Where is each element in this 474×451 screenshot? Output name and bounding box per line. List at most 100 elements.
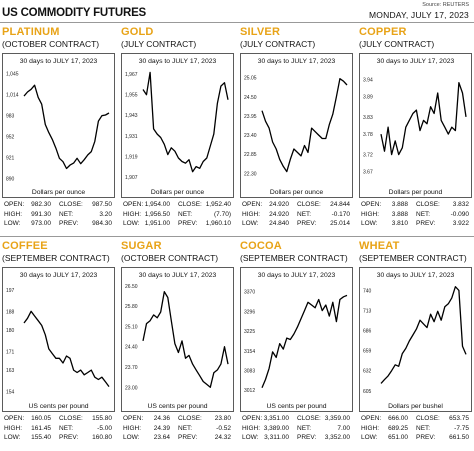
y-tick-label: 1,907 — [125, 175, 138, 181]
stat-value: 3.832 — [452, 201, 469, 208]
stat-label: NET: — [178, 424, 193, 432]
y-tick-label: 1,955 — [125, 93, 138, 99]
chart-svg: 30 days to JULY 17, 2023 Dollars per ounc… — [121, 53, 234, 198]
stat-value: 982.30 — [31, 201, 51, 208]
y-tick-label: 22.30 — [244, 171, 257, 177]
chart-frame — [359, 53, 472, 198]
stat-label: CLOSE: — [416, 415, 440, 422]
stats-row: HIGH: 1,956.50 NET: (7.70) — [121, 210, 234, 220]
stat-label: PREV: — [178, 434, 198, 442]
contract-label: (OCTOBER CONTRACT) — [2, 39, 100, 49]
chart-title: 30 days to JULY 17, 2023 — [20, 272, 98, 279]
chart-frame — [121, 267, 234, 412]
stat-label: HIGH: — [123, 424, 142, 432]
stat-value: 3.888 — [391, 210, 408, 218]
y-tick-label: 952 — [6, 135, 15, 141]
commodity-panel: SILVER (JULY CONTRACT) 30 days to JULY 17,… — [238, 23, 357, 237]
stats-row: OPEN: 1,954.00 CLOSE: 1,952.40 — [121, 200, 234, 210]
stats-row: LOW: 3,311.00 PREV: 3,352.00 — [240, 433, 353, 443]
stat-label: OPEN: — [361, 201, 382, 208]
stats-row: HIGH: 24.920 NET: -0.170 — [240, 210, 353, 220]
y-tick-label: 26.50 — [125, 284, 138, 290]
stat-value: 155.40 — [31, 434, 51, 442]
stat-label: LOW: — [123, 220, 140, 228]
stats-row: LOW: 651.00 PREV: 661.50 — [359, 433, 472, 443]
y-tick-label: 1,045 — [6, 72, 19, 78]
commodity-name: WHEAT — [359, 240, 400, 252]
stat-label: NET: — [297, 424, 312, 432]
stat-label: HIGH: — [4, 210, 23, 218]
commodity-name: GOLD — [121, 26, 154, 38]
stat-label: HIGH: — [123, 210, 142, 218]
stat-value: 160.80 — [92, 434, 112, 442]
stat-label: LOW: — [242, 220, 259, 228]
publication-date: MONDAY, JULY 17, 2023 — [369, 10, 469, 20]
stat-value: 689.25 — [388, 424, 408, 432]
price-stats: OPEN: 982.30 CLOSE: 987.50 HIGH: 991.30 NET: 3.… — [2, 200, 115, 229]
y-tick-label: 3154 — [244, 349, 255, 355]
stat-label: CLOSE: — [178, 201, 202, 208]
chart-title: 30 days to JULY 17, 2023 — [377, 58, 455, 65]
stat-value: 24.920 — [269, 210, 289, 218]
stat-label: OPEN: — [242, 201, 263, 208]
stat-label: HIGH: — [4, 424, 23, 432]
price-chart: 30 days to JULY 17, 2023 US cents per pou… — [121, 267, 234, 412]
stat-value: 24.920 — [269, 201, 289, 208]
commodity-panel: WHEAT (SEPTEMBER CONTRACT) 30 days to JULY… — [357, 237, 474, 451]
y-tick-label: 23.00 — [125, 385, 138, 391]
y-tick-label: 3.94 — [363, 77, 373, 83]
stat-value: -5.00 — [97, 424, 112, 432]
price-line — [261, 294, 348, 388]
stat-value: 1,956.50 — [144, 210, 170, 218]
stat-value: 3.888 — [391, 201, 408, 208]
price-chart: 30 days to JULY 17, 2023 US cents per pou… — [240, 267, 353, 412]
stat-label: CLOSE: — [297, 415, 321, 422]
y-tick-label: 25.10 — [125, 324, 138, 330]
stats-row: OPEN: 3,351.00 CLOSE: 3,359.00 — [240, 414, 353, 424]
y-tick-label: 3225 — [244, 329, 255, 335]
stats-row: HIGH: 161.45 NET: -5.00 — [2, 424, 115, 434]
y-tick-label: 1,931 — [125, 134, 138, 140]
price-chart: 30 days to JULY 17, 2023 US cents per pou… — [2, 267, 115, 412]
stat-value: -7.75 — [454, 424, 469, 432]
y-tick-label: 1,014 — [6, 93, 19, 99]
commodity-panel: COCOA (SEPTEMBER CONTRACT) 30 days to JULY… — [238, 237, 357, 451]
price-stats: OPEN: 24.920 CLOSE: 24.844 HIGH: 24.920 NET: -0… — [240, 200, 353, 229]
chart-svg: 30 days to JULY 17, 2023 Dollars per poun… — [359, 53, 472, 198]
stat-label: NET: — [59, 424, 74, 432]
stat-label: CLOSE: — [297, 201, 321, 208]
stat-value: 3,311.00 — [264, 434, 289, 442]
y-tick-label: 3083 — [244, 368, 255, 374]
y-tick-label: 3296 — [244, 310, 255, 316]
commodity-name: PLATINUM — [2, 26, 60, 38]
stat-value: 23.64 — [153, 434, 170, 442]
stats-row: OPEN: 666.00 CLOSE: 653.75 — [359, 414, 472, 424]
stat-label: CLOSE: — [59, 201, 83, 208]
stat-label: CLOSE: — [59, 415, 83, 422]
stat-label: LOW: — [361, 434, 378, 442]
stat-label: NET: — [416, 424, 431, 432]
y-tick-label: 24.40 — [125, 345, 138, 351]
stat-label: OPEN: — [242, 415, 263, 422]
stat-label: OPEN: — [123, 201, 144, 208]
y-tick-label: 3370 — [244, 289, 255, 295]
stats-row: LOW: 24.840 PREV: 25.014 — [240, 219, 353, 229]
y-tick-label: 1,967 — [125, 72, 138, 78]
stat-value: 1,954.00 — [144, 201, 170, 208]
price-line — [380, 286, 467, 384]
stat-value: -0.170 — [331, 210, 350, 218]
stats-row: OPEN: 160.05 CLOSE: 155.80 — [2, 414, 115, 424]
y-tick-label: 983 — [6, 114, 15, 120]
stat-label: LOW: — [242, 434, 259, 442]
x-axis-label: Dollars per pound — [389, 189, 443, 196]
price-chart: 30 days to JULY 17, 2023 Dollars per bush… — [359, 267, 472, 412]
stat-label: LOW: — [4, 434, 21, 442]
stat-label: OPEN: — [4, 201, 25, 208]
contract-label: (OCTOBER CONTRACT) — [121, 253, 219, 263]
stat-label: NET: — [59, 210, 74, 218]
commodity-panel: PLATINUM (OCTOBER CONTRACT) 30 days to JUL… — [0, 23, 119, 237]
stat-value: 7.00 — [337, 424, 350, 432]
commodity-panel: COPPER (JULY CONTRACT) 30 days to JULY 17,… — [357, 23, 474, 237]
stat-value: 160.05 — [31, 415, 51, 422]
stat-value: 3,359.00 — [324, 415, 350, 422]
